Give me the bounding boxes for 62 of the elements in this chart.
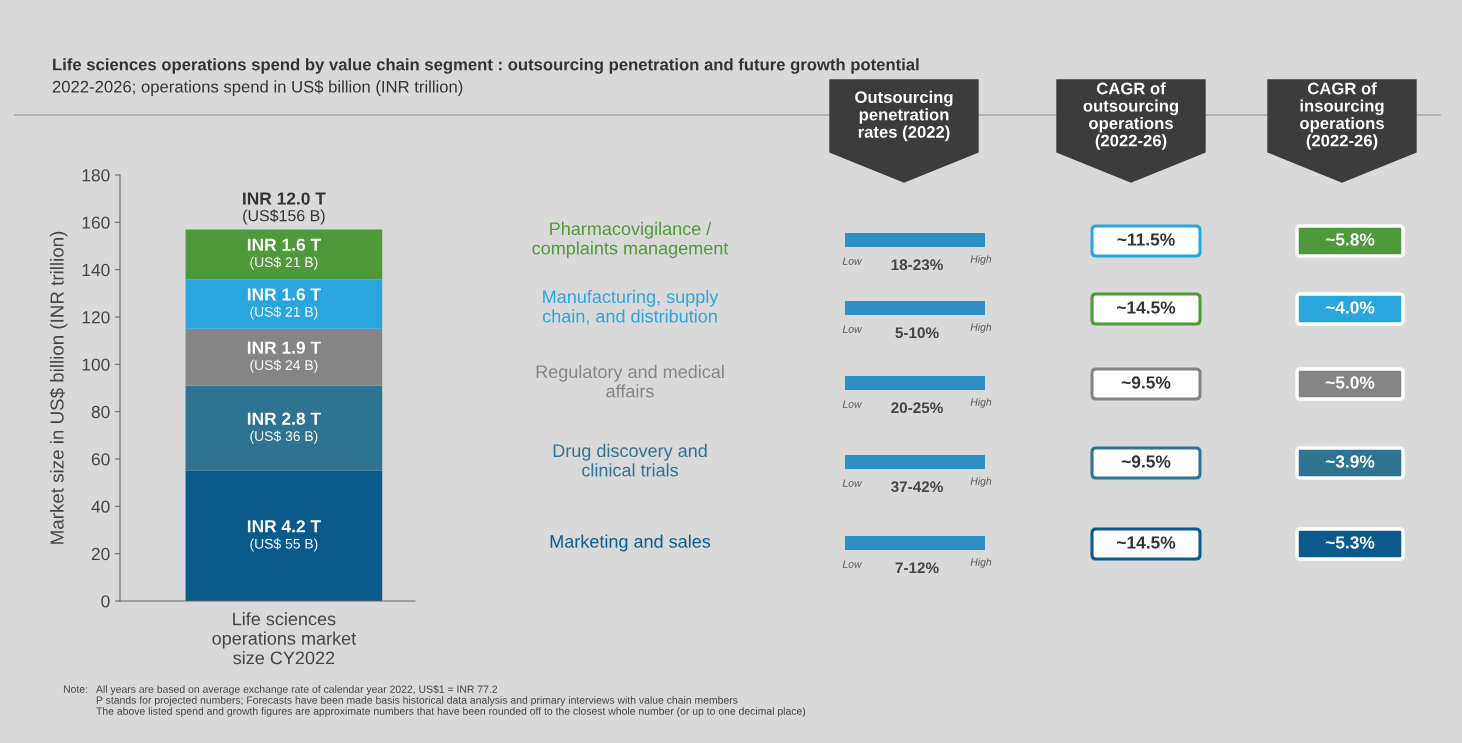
text: 5-10% — [895, 327, 939, 339]
bar — [185, 470, 383, 601]
text: ~14.5% — [1117, 301, 1176, 314]
y-tick-label: 80 — [91, 405, 110, 419]
text: High — [970, 323, 992, 333]
text: The above listed spend and growth figures are approximate numbers that have been rounded off to the closest whole number (or up to one decimal place) — [96, 707, 806, 717]
text: Manufacturing, supply chain, and distribution — [542, 289, 719, 325]
text: ~9.5% — [1121, 455, 1171, 468]
text: ~4.0% — [1325, 301, 1375, 314]
text: Low — [842, 479, 863, 487]
bar — [185, 328, 383, 386]
text: All years are based on average exchange rate of calendar year 2022, US$1 = INR 77.2 — [96, 685, 498, 695]
text: Marketing and sales — [550, 534, 711, 552]
data-label: INR 1.6 T (US$ 21 B) — [247, 238, 321, 270]
bar — [185, 229, 383, 280]
text: ~5.8% — [1325, 233, 1375, 246]
y-tick-label: 180 — [82, 169, 110, 182]
y-tick-label: 120 — [82, 311, 110, 324]
y-tick-label: 20 — [91, 547, 110, 561]
category-label: CAGR of insourcing operations (2022-26) — [1300, 82, 1384, 150]
data-label: INR 1.9 T (US$ 24 B) — [247, 341, 321, 373]
y-tick-label: 160 — [82, 216, 110, 229]
data-label: INR 1.6 T (US$ 21 B) — [247, 288, 321, 320]
text: ~3.9% — [1325, 455, 1375, 468]
text: 20-25% — [891, 402, 943, 414]
text: High — [970, 255, 992, 265]
text: Regulatory and medical affairs — [536, 364, 724, 398]
data-label: INR 2.8 T (US$ 36 B) — [247, 412, 321, 444]
text: ~14.5% — [1117, 536, 1176, 549]
text: P stands for projected numbers; Forecasts have been made basis historical data analysis and primary interviews with value chain members — [96, 696, 738, 706]
text: High — [970, 558, 992, 568]
y-axis-title: Market size in US$ billion (INR trillion) — [49, 231, 68, 544]
text: Low — [842, 325, 863, 333]
text: ~11.5% — [1117, 233, 1175, 246]
y-tick-label: 60 — [91, 453, 110, 466]
text: Low — [842, 560, 863, 568]
category-label: Outsourcing penetration rates (2022) — [855, 90, 953, 142]
text: ~5.3% — [1325, 536, 1375, 549]
text: 37-42% — [891, 481, 943, 493]
y-tick-label: 0 — [101, 595, 110, 608]
y-tick-label: 100 — [82, 358, 110, 371]
text: 18-23% — [891, 259, 943, 271]
data-label: INR 4.2 T (US$ 55 B) — [247, 520, 321, 552]
text: High — [970, 477, 992, 487]
text: Drug discovery and clinical trials — [553, 443, 707, 477]
bar — [185, 279, 383, 329]
text: Pharmacovigilance / complaints management — [532, 221, 729, 259]
text: High — [970, 398, 992, 408]
text: Note: — [63, 685, 88, 693]
text: Low — [842, 257, 863, 265]
text: Life sciences operations spend by value chain segment : outsourcing penetration and future growth potential — [53, 58, 919, 74]
bar — [185, 385, 383, 471]
y-tick-label: 40 — [91, 500, 110, 513]
category-label: CAGR of outsourcing operations (2022-26) — [1083, 82, 1179, 150]
y-tick-label: 140 — [82, 263, 110, 277]
total-label: INR 12.0 T (US$156 B) — [243, 192, 326, 225]
text: 7-12% — [895, 562, 939, 574]
text: ~5.0% — [1325, 376, 1375, 389]
x-tick-label: Life sciences operations market size CY2022 — [212, 612, 357, 665]
text: ~9.5% — [1121, 376, 1171, 389]
text: Low — [842, 400, 863, 408]
chart-subtitle: 2022-2026; operations spend in US$ billion (INR trillion) — [52, 80, 463, 96]
